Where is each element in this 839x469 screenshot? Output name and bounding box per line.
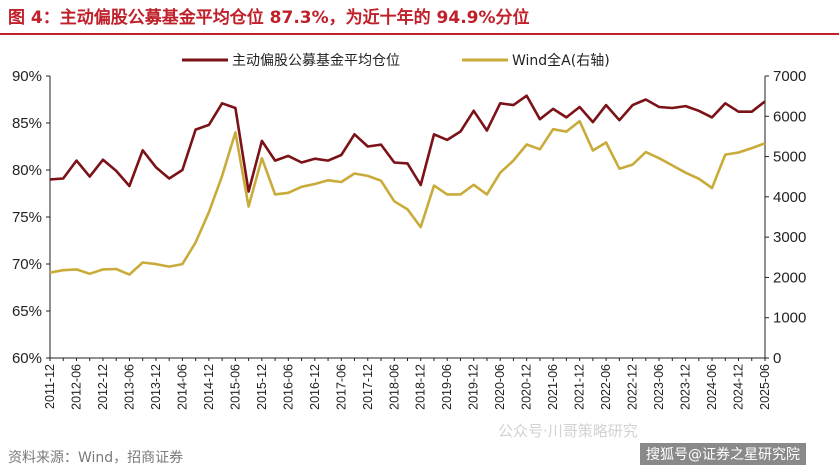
right-tick-label: 6000 bbox=[773, 108, 806, 125]
x-tick-label: 2017-12 bbox=[361, 364, 375, 410]
account-watermark: 搜狐号@证券之星研究院 bbox=[640, 443, 806, 465]
left-tick-label: 80% bbox=[12, 162, 42, 179]
position-line bbox=[49, 94, 766, 193]
right-tick-label: 3000 bbox=[773, 229, 806, 246]
x-tick-label: 2022-12 bbox=[626, 364, 640, 410]
x-tick-label: 2023-06 bbox=[652, 364, 666, 410]
left-tick-label: 85% bbox=[12, 115, 42, 132]
x-tick-label: 2015-12 bbox=[255, 364, 269, 410]
wind-all-a-line bbox=[49, 119, 766, 276]
x-tick-label: 2024-12 bbox=[732, 364, 746, 410]
legend-label-wind: Wind全A(右轴) bbox=[512, 52, 610, 69]
x-tick-label: 2015-06 bbox=[228, 364, 242, 410]
x-tick-label: 2016-12 bbox=[308, 364, 322, 410]
title-divider bbox=[0, 33, 839, 35]
x-tick-label: 2021-12 bbox=[573, 364, 587, 410]
x-tick-label: 2018-06 bbox=[387, 364, 401, 410]
chart-legend: 主动偏股公募基金平均仓位 Wind全A(右轴) bbox=[182, 52, 610, 69]
x-tick-label: 2016-06 bbox=[281, 364, 295, 410]
left-tick-label: 70% bbox=[12, 256, 42, 273]
channel-watermark: 公众号·川哥策略研究 bbox=[498, 422, 638, 440]
right-tick-label: 2000 bbox=[773, 269, 806, 286]
legend-label-position: 主动偏股公募基金平均仓位 bbox=[232, 52, 400, 69]
x-tick-label: 2013-06 bbox=[122, 364, 136, 410]
x-tick-label: 2012-06 bbox=[69, 364, 83, 410]
x-tick-label: 2013-12 bbox=[149, 364, 163, 410]
x-tick-label: 2020-06 bbox=[493, 364, 507, 410]
right-tick-label: 1000 bbox=[773, 310, 806, 327]
x-tick-label: 2014-12 bbox=[202, 364, 216, 410]
right-tick-label: 0 bbox=[773, 350, 781, 367]
x-tick-label: 2021-06 bbox=[546, 364, 560, 410]
x-tick-label: 2025-06 bbox=[758, 364, 772, 410]
source-note: 资料来源：Wind，招商证券 bbox=[8, 450, 184, 466]
left-tick-label: 65% bbox=[12, 303, 42, 320]
chart-title: 图 4：主动偏股公募基金平均仓位 87.3%，为近十年的 94.9%分位 bbox=[8, 8, 530, 28]
left-tick-label: 75% bbox=[12, 209, 42, 226]
x-tick-label: 2020-12 bbox=[520, 364, 534, 410]
x-tick-label: 2012-12 bbox=[96, 364, 110, 410]
left-tick-label: 60% bbox=[12, 350, 42, 367]
chart-lines bbox=[49, 94, 766, 276]
x-tick-label: 2019-06 bbox=[440, 364, 454, 410]
right-tick-label: 5000 bbox=[773, 149, 806, 166]
x-tick-label: 2024-06 bbox=[705, 364, 719, 410]
x-tick-label: 2011-12 bbox=[43, 364, 57, 409]
x-tick-label: 2023-12 bbox=[679, 364, 693, 410]
right-tick-label: 7000 bbox=[773, 68, 806, 85]
chart: 60% 65% 70% 75% 80% 85% 90% 0 1000 2000 3000 4000 50… bbox=[12, 52, 806, 410]
right-tick-label: 4000 bbox=[773, 189, 806, 206]
x-tick-label: 2022-06 bbox=[599, 364, 613, 410]
left-tick-label: 90% bbox=[12, 68, 42, 85]
chart-axes: 60% 65% 70% 75% 80% 85% 90% 0 1000 2000 3000 4000 50… bbox=[12, 68, 806, 410]
x-tick-label: 2019-12 bbox=[467, 364, 481, 410]
x-tick-label: 2018-12 bbox=[414, 364, 428, 410]
x-tick-label: 2014-06 bbox=[175, 364, 189, 410]
x-tick-label: 2017-06 bbox=[334, 364, 348, 410]
